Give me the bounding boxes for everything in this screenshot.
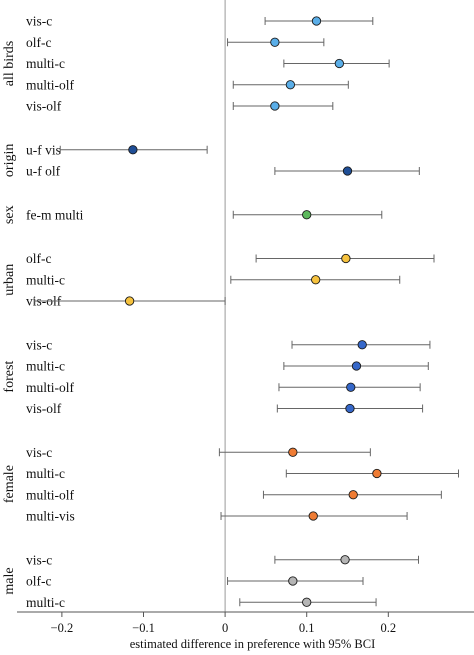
data-row: vis-olf xyxy=(26,401,424,416)
data-row: vis-c xyxy=(26,445,371,460)
estimate-point xyxy=(345,403,355,414)
group-label: sex xyxy=(2,205,17,224)
group-label: male xyxy=(2,567,17,594)
x-axis-ticks: −0.2 −0.1 0 0.1 0.2 xyxy=(51,612,397,635)
x-tick-label: 0.2 xyxy=(381,621,397,635)
group-all-birds: vis-c olf-c multi-c multi-olf vis-olf all bir… xyxy=(2,14,390,114)
estimate-point xyxy=(124,296,135,306)
row-label: vis-olf xyxy=(26,99,62,114)
data-row: multi-c xyxy=(26,359,429,374)
group-label: female xyxy=(2,465,17,503)
row-label: vis-c xyxy=(26,337,52,352)
data-row: olf-c xyxy=(26,251,435,266)
data-row: multi-olf xyxy=(26,380,421,395)
row-label: multi-c xyxy=(26,359,65,374)
data-row: u-f olf xyxy=(26,164,420,179)
data-row: multi-olf xyxy=(26,77,349,92)
estimate-point xyxy=(372,468,382,479)
row-label: olf-c xyxy=(26,35,51,50)
data-row: vis-olf xyxy=(26,99,334,114)
row-label: u-f olf xyxy=(26,164,61,179)
group-sex: fe-m multi sex xyxy=(2,205,383,224)
estimate-point xyxy=(311,16,322,26)
estimate-point xyxy=(285,80,296,90)
data-row: olf-c xyxy=(26,35,325,50)
data-row: multi-c xyxy=(26,56,390,71)
data-row: vis-olf xyxy=(26,294,226,309)
x-tick-label: −0.2 xyxy=(51,621,74,635)
estimate-point xyxy=(270,37,280,47)
data-row: vis-c xyxy=(26,14,374,29)
estimate-point xyxy=(348,490,358,500)
row-label: multi-c xyxy=(26,56,65,71)
data-row: u-f vis xyxy=(26,142,208,157)
group-urban: olf-c multi-c vis-olf urban xyxy=(2,251,435,309)
x-tick-label: 0 xyxy=(222,621,228,635)
row-label: vis-c xyxy=(26,552,52,567)
data-row: vis-c xyxy=(26,552,420,567)
estimate-point xyxy=(311,275,321,285)
row-label: olf-c xyxy=(26,574,51,589)
estimate-point xyxy=(302,597,312,607)
data-row: multi-c xyxy=(26,466,459,481)
row-label: multi-vis xyxy=(26,509,75,524)
row-label: vis-c xyxy=(26,14,52,29)
estimate-point xyxy=(334,58,344,69)
group-label: urban xyxy=(2,264,17,296)
estimate-point xyxy=(128,145,138,155)
plot-frame xyxy=(17,0,474,613)
row-label: vis-c xyxy=(26,445,52,460)
group-male: vis-c olf-c multi-c male xyxy=(2,552,420,610)
group-label: all birds xyxy=(2,41,17,87)
estimate-point xyxy=(288,447,298,457)
estimate-point xyxy=(270,101,280,111)
data-row: multi-c xyxy=(26,272,401,287)
row-label: vis-olf xyxy=(26,401,62,416)
estimate-point xyxy=(342,166,353,176)
group-label: forest xyxy=(2,361,17,393)
group-female: vis-c multi-c multi-olf multi-vis female xyxy=(2,445,459,524)
estimate-point xyxy=(302,210,312,220)
data-row: multi-vis xyxy=(26,509,408,524)
row-label: multi-c xyxy=(26,595,65,610)
estimate-point xyxy=(341,253,351,264)
row-label: multi-olf xyxy=(26,380,74,395)
x-axis-label: estimated difference in preference with … xyxy=(130,637,376,651)
data-row: multi-c xyxy=(26,595,377,610)
group-forest: vis-c multi-c multi-olf vis-olf forest xyxy=(2,337,431,416)
x-tick-label: 0.1 xyxy=(299,621,315,635)
group-label: origin xyxy=(2,144,17,177)
row-label: u-f vis xyxy=(26,142,61,157)
row-label: olf-c xyxy=(26,251,51,266)
row-label: multi-olf xyxy=(26,487,74,502)
estimate-point xyxy=(351,361,362,371)
data-row: olf-c xyxy=(26,574,364,589)
estimate-point xyxy=(288,576,298,586)
estimate-point xyxy=(346,382,356,392)
estimate-point xyxy=(340,555,350,565)
x-tick-label: −0.1 xyxy=(132,621,155,635)
data-row: fe-m multi xyxy=(26,207,383,222)
data-row: vis-c xyxy=(26,337,431,352)
data-row: multi-olf xyxy=(26,487,442,502)
row-label: fe-m multi xyxy=(26,207,84,222)
row-label: multi-olf xyxy=(26,77,74,92)
chart-groups: vis-c olf-c multi-c multi-olf vis-olf all bir… xyxy=(2,14,459,610)
estimate-point xyxy=(308,511,318,521)
estimate-point xyxy=(357,340,367,350)
group-origin: u-f vis u-f olf origin xyxy=(2,142,420,179)
row-label: multi-c xyxy=(26,466,65,481)
row-label: multi-c xyxy=(26,272,65,287)
